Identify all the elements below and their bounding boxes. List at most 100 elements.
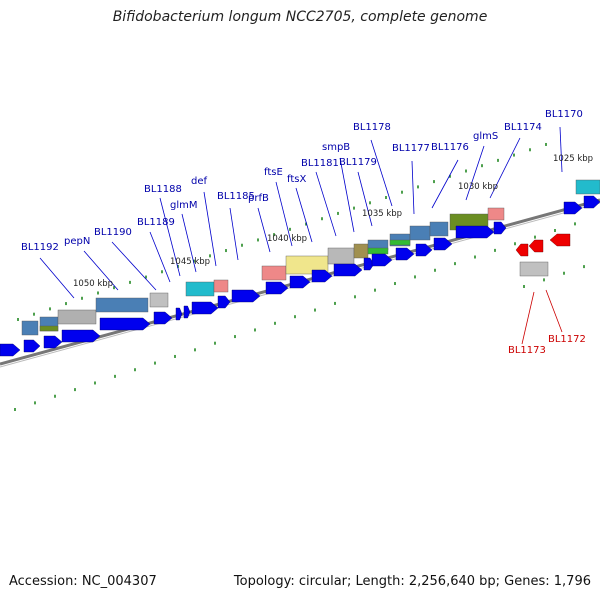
gene-arrow xyxy=(153,311,173,325)
tick-label: 1040 kbp xyxy=(267,234,307,244)
feature-block xyxy=(213,279,229,293)
gene-label-reverse: BL1173 xyxy=(508,345,546,356)
gene-arrows xyxy=(0,195,600,357)
feature-block xyxy=(149,292,169,308)
leader-line xyxy=(411,160,415,215)
feature-block xyxy=(261,265,287,281)
leader-line-reverse xyxy=(521,291,535,345)
feature-block xyxy=(429,221,449,237)
leader-line xyxy=(257,207,271,253)
gene-label: BL1185 xyxy=(217,191,255,202)
gene-label: BL1190 xyxy=(94,227,132,238)
leader-line xyxy=(229,207,239,261)
feature-block xyxy=(487,207,505,221)
leader-line xyxy=(357,171,373,227)
leader-line xyxy=(83,250,119,291)
gene-arrow xyxy=(333,263,363,277)
gene-arrow xyxy=(61,329,101,343)
gene-arrow xyxy=(0,343,21,357)
gene-arrow xyxy=(191,301,219,315)
gene-arrow xyxy=(583,195,600,209)
gene-arrow xyxy=(265,281,289,295)
tick-label: 1035 kbp xyxy=(362,209,402,219)
feature-block xyxy=(389,239,411,246)
tick-label: 1025 kbp xyxy=(553,154,593,164)
gene-label: BL1170 xyxy=(545,109,583,120)
gene-label: glmM xyxy=(170,200,198,211)
leader-line xyxy=(111,241,157,291)
feature-block xyxy=(57,309,97,325)
feature-block xyxy=(353,243,369,259)
leader-line xyxy=(149,231,171,283)
gene-label: BL1174 xyxy=(504,122,542,133)
gene-label: BL1189 xyxy=(137,217,175,228)
feature-block xyxy=(95,297,149,313)
feature-tracks xyxy=(21,179,600,336)
gene-label: BL1177 xyxy=(392,143,430,154)
gene-arrow xyxy=(43,335,63,349)
feature-block xyxy=(327,247,355,265)
kbp-tick-labels: 1025 kbp 1030 kbp 1035 kbp 1040 kbp 1045 kbp… xyxy=(73,154,593,289)
leader-line xyxy=(339,157,355,233)
gene-arrow-reverse xyxy=(549,233,571,247)
reverse-gene-arrows xyxy=(515,233,571,257)
gene-label: BL1178 xyxy=(353,122,391,133)
gene-arrow xyxy=(231,289,261,303)
gene-label: BL1176 xyxy=(431,142,469,153)
tick-label: 1050 kbp xyxy=(73,279,113,289)
gene-arrow xyxy=(415,243,433,257)
map-title: Bifidobacterium longum NCC2705, complete… xyxy=(112,9,488,25)
tick-label: 1045 kbp xyxy=(170,257,210,267)
leader-line xyxy=(203,191,217,267)
gene-arrow-reverse xyxy=(515,243,529,257)
feature-block xyxy=(185,281,215,297)
feature-block xyxy=(575,179,600,195)
gene-label: pepN xyxy=(64,236,90,247)
leader-line xyxy=(315,171,337,237)
gene-label: BL1192 xyxy=(21,242,59,253)
leader-line xyxy=(295,187,313,243)
gene-arrow xyxy=(433,237,453,251)
feature-block xyxy=(367,247,389,255)
feature-block xyxy=(519,261,549,277)
feature-block xyxy=(21,320,39,336)
feature-block xyxy=(39,325,59,332)
gene-label: ftsX xyxy=(287,174,306,185)
gene-arrow xyxy=(563,201,583,215)
accession-text: Accession: NC_004307 xyxy=(9,574,157,589)
gene-label: BL1188 xyxy=(144,184,182,195)
leader-line xyxy=(370,139,393,207)
gene-label: smpB xyxy=(322,142,350,153)
gene-label-reverse: BL1172 xyxy=(548,334,586,345)
tick-label: 1030 kbp xyxy=(458,182,498,192)
leader-line xyxy=(559,126,563,173)
leader-line xyxy=(159,197,181,277)
gene-label: glmS xyxy=(473,131,498,142)
gene-arrow xyxy=(371,253,393,267)
gene-arrow xyxy=(175,307,183,321)
gene-arrow-reverse xyxy=(528,239,544,253)
gene-arrow xyxy=(455,225,495,239)
leader-line xyxy=(39,257,75,299)
gene-arrow xyxy=(363,257,375,271)
feature-block xyxy=(409,225,431,241)
gene-arrow xyxy=(23,339,41,353)
gene-arrow xyxy=(289,275,311,289)
gene-arrow xyxy=(493,221,507,235)
leader-line-reverse xyxy=(545,289,563,333)
gene-arrow xyxy=(99,317,151,331)
leader-line xyxy=(275,181,293,247)
gene-arrow xyxy=(183,305,191,319)
gene-label: ftsE xyxy=(264,167,283,178)
gene-arrow xyxy=(311,269,333,283)
gene-label: BL1181 xyxy=(301,158,339,169)
leader-line xyxy=(465,145,485,201)
gene-arrow xyxy=(395,247,415,261)
feature-block xyxy=(285,255,329,275)
leader-line xyxy=(489,137,521,199)
leader-line xyxy=(431,159,459,209)
gene-label: prfB xyxy=(248,193,269,204)
gene-label: def xyxy=(191,176,208,187)
